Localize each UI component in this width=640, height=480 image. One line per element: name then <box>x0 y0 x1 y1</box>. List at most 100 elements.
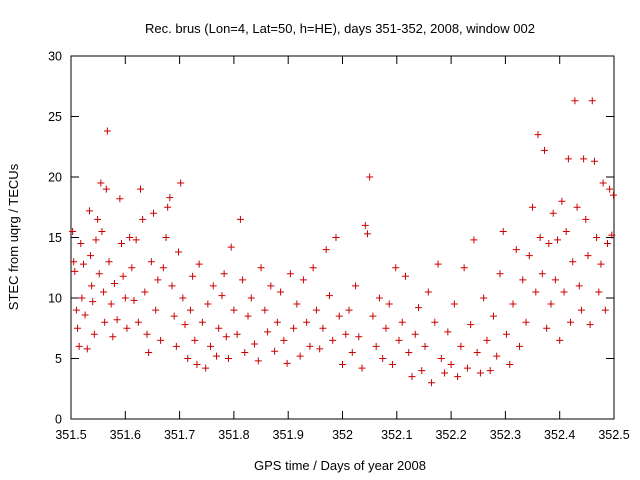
data-point <box>92 236 100 244</box>
data-point <box>428 379 436 387</box>
data-point <box>101 318 109 326</box>
data-point <box>69 227 77 235</box>
data-point <box>147 258 155 266</box>
data-point <box>123 324 131 332</box>
data-point <box>70 258 78 266</box>
data-point <box>186 306 194 314</box>
data-point <box>132 236 140 244</box>
data-point <box>608 231 616 239</box>
x-tick-label: 351.8 <box>218 428 249 442</box>
data-point <box>361 221 369 229</box>
data-point <box>411 330 419 338</box>
x-tick-label: 351.5 <box>55 428 86 442</box>
data-point <box>470 236 478 244</box>
data-point <box>293 300 301 308</box>
data-point <box>450 300 458 308</box>
data-point <box>506 361 514 369</box>
data-point <box>247 294 255 302</box>
x-axis-label: GPS time / Days of year 2008 <box>254 458 426 473</box>
data-point <box>575 282 583 290</box>
data-point <box>71 267 79 275</box>
data-point <box>496 270 504 278</box>
data-point <box>75 342 83 350</box>
y-tick-label: 0 <box>55 413 62 427</box>
data-point <box>502 330 510 338</box>
data-point <box>405 348 413 356</box>
data-point <box>299 276 307 284</box>
data-point <box>345 306 353 314</box>
data-point <box>316 345 324 353</box>
x-tick-label: 352.4 <box>544 428 575 442</box>
data-point <box>573 203 581 211</box>
data-point <box>319 324 327 332</box>
x-tick-label: 351.7 <box>164 428 195 442</box>
data-point <box>126 234 134 241</box>
data-point <box>77 240 85 248</box>
data-point <box>329 336 337 344</box>
data-point <box>277 288 285 296</box>
data-point <box>95 270 103 278</box>
data-point <box>159 264 167 272</box>
data-point <box>117 240 125 248</box>
data-point <box>522 318 530 326</box>
data-point <box>335 312 343 320</box>
data-point <box>113 316 121 324</box>
data-point <box>532 288 540 296</box>
data-point <box>355 333 363 341</box>
data-point <box>447 361 455 369</box>
data-point <box>551 276 559 284</box>
y-tick-label: 25 <box>48 110 62 124</box>
data-point <box>516 342 524 350</box>
data-point <box>358 364 366 372</box>
data-point <box>181 321 189 329</box>
data-points <box>69 97 617 387</box>
data-point <box>569 258 577 266</box>
data-point <box>141 288 149 296</box>
data-point <box>105 258 113 266</box>
y-tick-label: 30 <box>48 50 62 64</box>
data-point <box>441 369 449 377</box>
data-point <box>85 207 93 215</box>
data-point <box>375 294 383 302</box>
data-point <box>244 312 252 320</box>
data-point <box>150 209 158 217</box>
data-point <box>107 300 115 308</box>
data-point <box>303 318 311 326</box>
data-point <box>257 264 265 272</box>
data-point <box>79 260 87 268</box>
data-point <box>348 348 356 356</box>
data-point <box>193 361 201 369</box>
data-point <box>74 324 82 332</box>
data-point <box>545 240 553 248</box>
data-point <box>164 203 172 211</box>
data-point <box>224 355 232 362</box>
data-point <box>444 328 452 336</box>
y-tick-label: 5 <box>55 352 62 366</box>
y-tick-label: 20 <box>48 171 62 185</box>
data-point <box>493 352 501 360</box>
data-point <box>227 243 235 251</box>
data-point <box>609 191 617 199</box>
data-point <box>119 272 127 280</box>
data-point <box>483 336 491 344</box>
data-point <box>72 306 80 314</box>
data-point <box>213 352 221 360</box>
data-point <box>543 324 551 332</box>
data-point <box>168 282 176 290</box>
data-point <box>109 333 117 341</box>
data-point <box>325 292 333 300</box>
data-point <box>431 318 439 326</box>
data-point <box>590 157 598 165</box>
data-point <box>577 306 585 314</box>
data-point <box>191 336 199 344</box>
data-point <box>137 185 145 193</box>
data-point <box>457 342 465 350</box>
data-point <box>540 146 548 154</box>
data-point <box>89 298 97 306</box>
data-point <box>172 342 180 350</box>
data-point <box>139 215 147 223</box>
data-point <box>110 279 118 287</box>
data-point <box>179 294 187 302</box>
data-point <box>538 270 546 278</box>
data-point <box>437 355 445 362</box>
